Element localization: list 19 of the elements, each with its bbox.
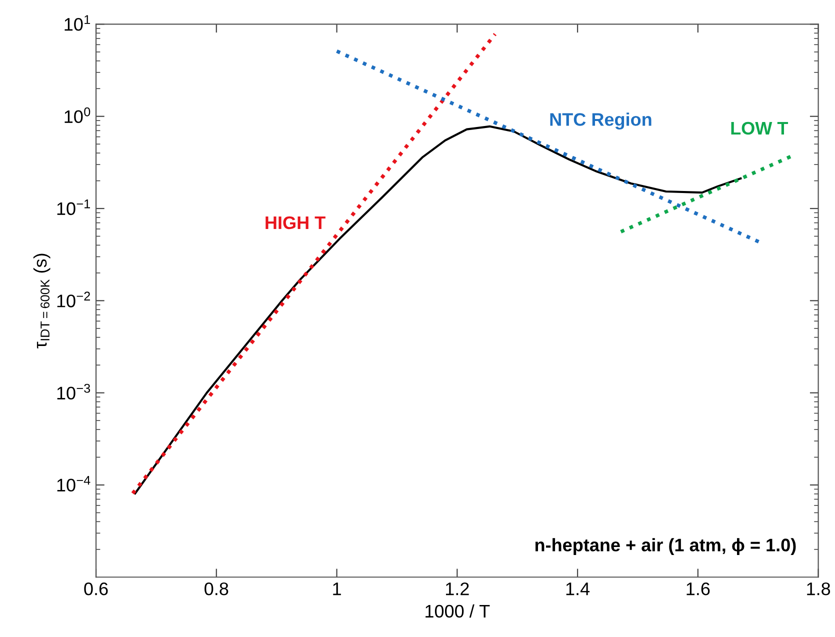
y-tick-label: 10$^{1}$ — [64, 15, 90, 31]
x-tick-label: 0.8 — [204, 582, 228, 596]
x-tick-label: 1.6 — [686, 582, 710, 596]
x-tick-label: 1.2 — [446, 582, 469, 596]
y-tick-label: 10$^{−2}$ — [57, 292, 90, 308]
series-label: HIGH T — [266, 216, 326, 230]
x-tick-label: 1.4 — [566, 582, 590, 596]
y-tick-label: 10$^{−1}$ — [57, 200, 90, 216]
y-axis-title: τ$_{IDT=600K}$ (s) — [33, 254, 50, 348]
x-tick-label: 1 — [333, 582, 341, 596]
annotation: n-heptane + air (1 atm, ϕ = 1.0) — [535, 538, 796, 556]
series-label: NTC Region — [550, 112, 652, 130]
series-label: LOW T — [731, 122, 788, 135]
x-tick-label: 0.6 — [84, 582, 108, 596]
y-tick-label: 10$^{−4}$ — [57, 476, 90, 492]
x-tick-label: 1.8 — [807, 582, 830, 596]
x-axis-title: 1000 / T — [426, 604, 490, 618]
y-tick-label: 10$^{−3}$ — [57, 384, 90, 400]
y-tick-label: 10$^{0}$ — [64, 107, 90, 124]
